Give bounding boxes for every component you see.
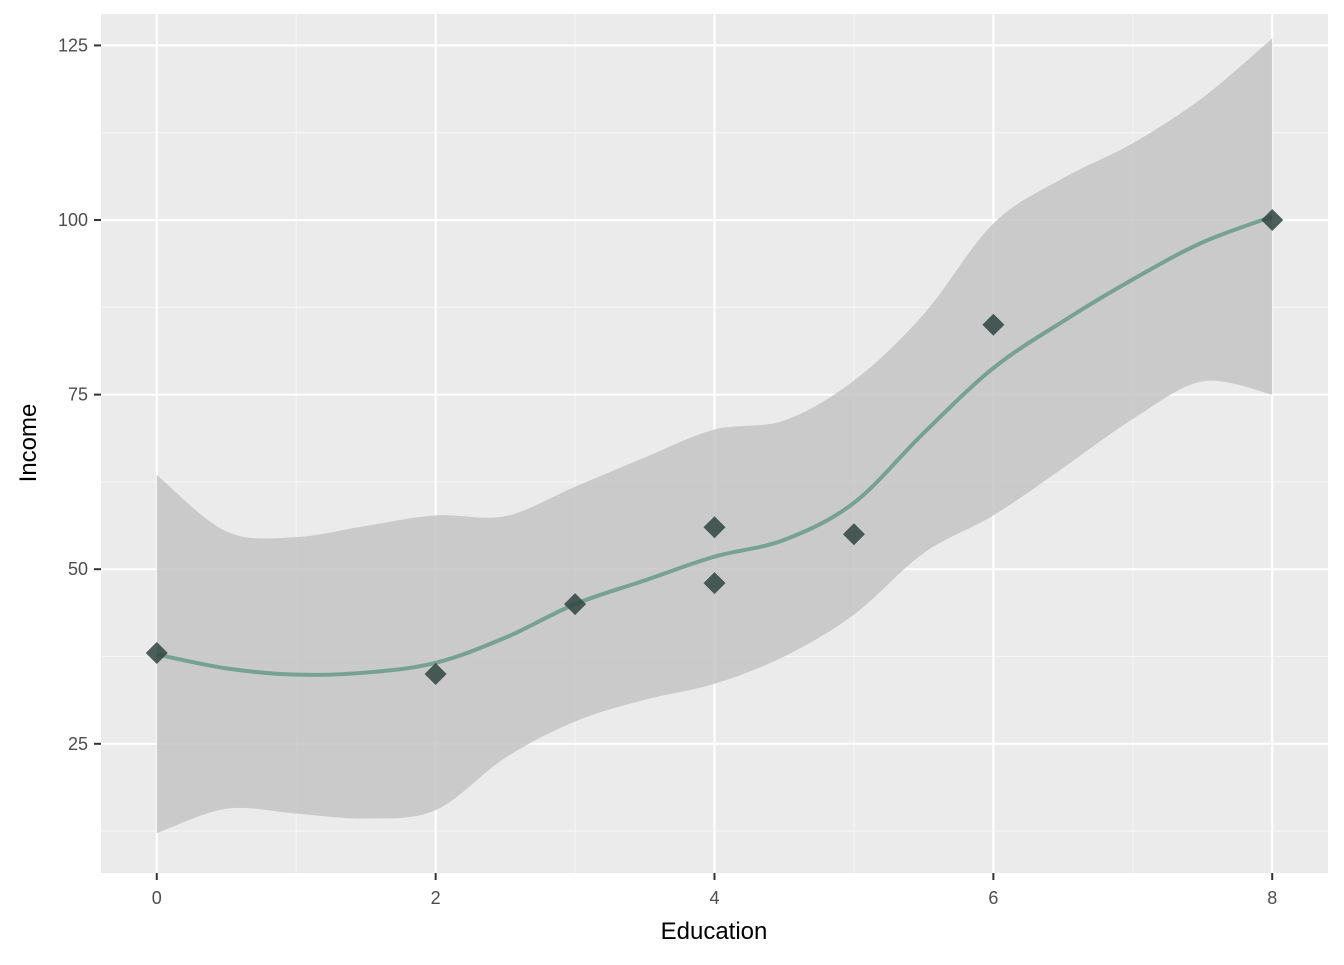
x-tick-label: 4 (709, 888, 719, 908)
y-tick-label: 100 (58, 210, 88, 230)
x-tick-label: 2 (431, 888, 441, 908)
smooth-trend-line (156, 214, 1273, 677)
data-point (1261, 209, 1284, 232)
data-point (703, 516, 726, 539)
data-point (145, 642, 168, 665)
x-axis-ticks: 0 2 4 6 8 (152, 873, 1277, 908)
y-tick-label: 125 (58, 35, 88, 55)
x-tick-label: 6 (988, 888, 998, 908)
data-point (564, 593, 587, 616)
y-tick-label: 75 (68, 385, 88, 405)
y-tick-label: 25 (68, 734, 88, 754)
y-axis-ticks: 25 50 75 100 125 (58, 35, 101, 754)
data-points (145, 209, 1284, 685)
x-tick-label: 0 (152, 888, 162, 908)
x-tick-label: 8 (1267, 888, 1277, 908)
x-axis-title: Education (661, 918, 768, 945)
data-point (842, 523, 865, 546)
data-point (982, 313, 1005, 336)
data-point (424, 662, 447, 685)
y-axis-title: Income (15, 404, 42, 483)
confidence-ribbon (156, 38, 1273, 834)
y-tick-label: 50 (68, 559, 88, 579)
data-point (703, 572, 726, 595)
